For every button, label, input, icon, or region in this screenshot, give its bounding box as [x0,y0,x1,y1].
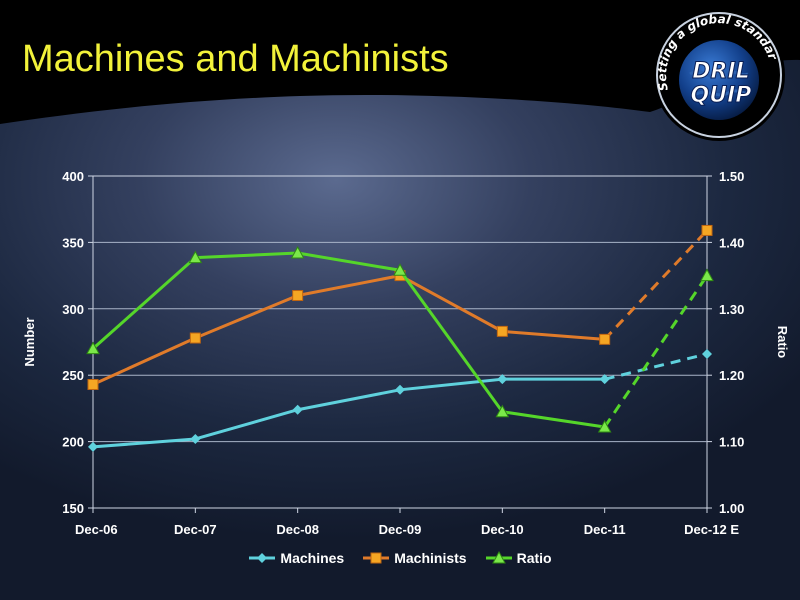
legend-swatch-icon [249,553,276,563]
right-tick-label: 1.10 [719,435,744,450]
globe-logo-icon: Setting a global standard DRIL QUIP [648,4,785,141]
data-point-diamond [292,404,303,415]
legend-label: Machines [280,550,345,566]
series-layer [86,224,714,452]
data-point-diamond [395,384,405,395]
logo-brand-line2: QUIP [691,83,752,108]
series-machinists [87,224,713,390]
data-point-triangle [393,263,407,276]
series-line-projected [603,274,709,428]
header-band [0,0,800,124]
data-point-diamond [702,348,712,359]
right-tick-label: 1.00 [719,501,744,516]
series-line-projected [603,229,709,341]
left-tick-label: 150 [62,501,84,516]
x-tick-label: Dec-06 [75,522,118,537]
series-ratio [86,245,714,433]
legend-swatch-icon [485,551,512,564]
legend-swatch-icon [363,552,390,564]
x-tick-label: Dec-08 [276,522,319,537]
right-tick-label: 1.40 [719,235,744,250]
slide-header: Machines and Machinists Setting a global… [0,0,800,141]
legend-label: Machinists [394,550,467,566]
left-tick-label: 400 [62,169,84,184]
right-tick-label: 1.50 [719,169,744,184]
right-tick-label: 1.30 [719,302,744,317]
legend-item-ratio: Ratio [485,550,552,566]
legend-marker [370,552,382,564]
data-point-square [496,325,508,337]
data-point-square [701,224,713,236]
left-tick-label: 300 [62,302,84,317]
x-axis-ticks: Dec-06 Dec-07 Dec-08 Dec-09 Dec-10 Dec-11 Dec-… [75,508,739,537]
legend-marker [257,553,268,563]
x-tick-label: Dec-07 [174,522,217,537]
legend-item-machines: Machines [248,550,344,566]
series-machines [88,348,712,452]
data-point-triangle [86,341,100,355]
series-line-projected [604,352,708,381]
series-line-actual [92,251,605,429]
data-point-square [599,333,611,345]
left-tick-label: 250 [62,368,84,383]
data-point-diamond [88,441,98,452]
data-point-diamond [599,374,610,385]
left-axis-label: Number [22,317,37,366]
left-axis-ticks: 150 200 250 300 350 400 [62,169,93,516]
series-line-actual [92,377,605,449]
data-point-triangle [188,250,203,264]
data-point-triangle [495,404,510,418]
x-tick-label: Dec-09 [379,522,422,537]
data-point-diamond [497,374,508,385]
legend-marker [491,551,506,564]
legend-label: Ratio [516,550,552,566]
data-point-diamond [190,433,201,444]
data-point-square [292,290,304,302]
left-tick-label: 200 [62,435,84,450]
right-axis-label: Ratio [775,326,790,359]
series-line-actual [92,274,605,386]
right-tick-label: 1.20 [719,368,744,383]
right-axis-ticks: 1.00 1.10 1.20 1.30 1.40 1.50 [707,169,744,516]
legend-item-machinists: Machinists [362,550,467,566]
x-tick-label: Dec-11 [584,522,626,537]
data-point-square [189,332,201,344]
left-tick-label: 350 [62,235,84,250]
chart-legend: Machines Machinists Ratio [0,550,800,566]
data-point-triangle [700,268,714,282]
x-tick-label: Dec-12 E [684,522,739,537]
data-point-triangle [290,245,305,259]
data-point-triangle [597,419,612,433]
slide-title: Machines and Machinists [22,38,449,80]
logo-brand-line1: DRIL [692,59,749,84]
data-point-square [87,378,99,390]
x-tick-label: Dec-10 [481,522,524,537]
